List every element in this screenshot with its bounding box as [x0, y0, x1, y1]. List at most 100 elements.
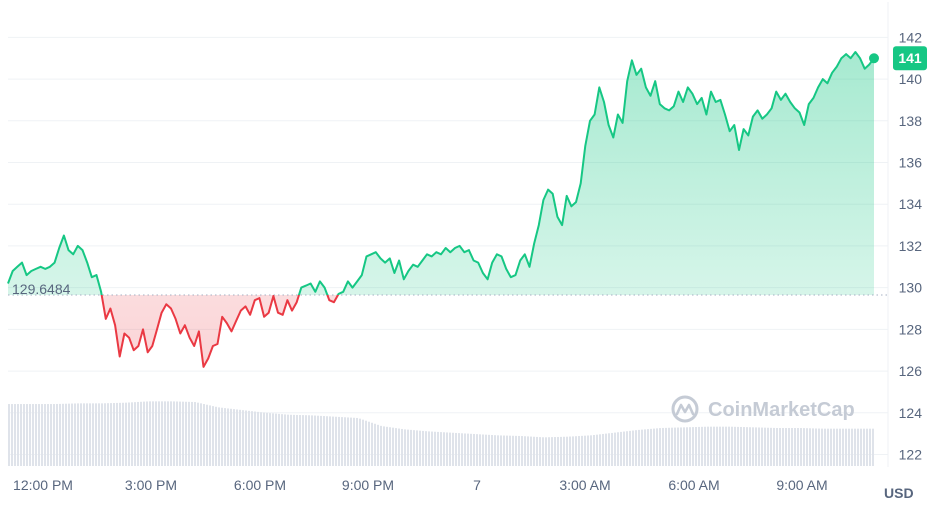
volume-bar	[785, 428, 787, 466]
volume-bar	[533, 436, 535, 466]
volume-bar	[638, 429, 640, 466]
volume-bar	[569, 436, 571, 466]
x-tick-label: 6:00 AM	[668, 477, 719, 493]
volume-bar	[245, 410, 247, 466]
volume-bar	[719, 426, 721, 466]
volume-bar	[179, 401, 181, 466]
volume-bar	[503, 435, 505, 466]
volume-bar	[125, 402, 127, 466]
volume-bar	[74, 403, 76, 466]
current-price-label: 141	[898, 50, 922, 66]
volume-bar	[779, 428, 781, 466]
volume-bar	[851, 428, 853, 466]
volume-bar	[29, 404, 31, 466]
volume-bar	[632, 430, 634, 466]
volume-bar	[161, 401, 163, 466]
volume-bar	[653, 428, 655, 466]
volume-bar	[524, 436, 526, 466]
volume-bar	[464, 433, 466, 466]
x-tick-label: 3:00 AM	[559, 477, 610, 493]
volume-bar	[302, 415, 304, 466]
volume-bar	[347, 417, 349, 466]
volume-bar	[659, 428, 661, 466]
volume-bar	[86, 403, 88, 466]
volume-bar	[809, 428, 811, 466]
volume-bar	[83, 403, 85, 466]
volume-bar	[185, 401, 187, 466]
volume-bar	[461, 433, 463, 466]
volume-bar	[794, 428, 796, 466]
volume-bar	[758, 427, 760, 466]
volume-bar	[512, 435, 514, 466]
x-tick-label: 7	[473, 477, 481, 493]
volume-bar	[764, 427, 766, 466]
volume-bar	[413, 430, 415, 466]
volume-bar	[98, 403, 100, 466]
volume-bar	[176, 401, 178, 466]
volume-bar	[248, 410, 250, 466]
volume-bar	[746, 427, 748, 466]
volume-bar	[470, 433, 472, 466]
volume-bar	[170, 401, 172, 466]
volume-bar	[308, 415, 310, 466]
volume-bar	[260, 412, 262, 466]
volume-bar	[314, 415, 316, 466]
volume-bar	[695, 427, 697, 466]
volume-bar	[596, 434, 598, 466]
volume-bar	[848, 428, 850, 466]
volume-bar	[53, 404, 55, 466]
volume-bar	[95, 403, 97, 466]
volume-bar	[77, 403, 79, 466]
volume-bar	[545, 437, 547, 466]
volume-bar	[617, 432, 619, 466]
volume-bar	[788, 428, 790, 466]
volume-bar	[155, 401, 157, 466]
volume-bar	[830, 428, 832, 466]
volume-bar	[626, 431, 628, 466]
volume-bar	[824, 428, 826, 466]
volume-bar	[254, 411, 256, 466]
volume-bar	[89, 403, 91, 466]
volume-bar	[542, 437, 544, 466]
volume-bar	[311, 415, 313, 466]
volume-bar	[833, 428, 835, 466]
volume-bar	[374, 423, 376, 466]
volume-bar	[671, 427, 673, 466]
volume-bar	[326, 416, 328, 466]
volume-bar	[650, 428, 652, 466]
y-tick-label: 130	[899, 280, 923, 296]
volume-bar	[482, 434, 484, 466]
volume-bar	[110, 403, 112, 466]
volume-bar	[359, 418, 361, 466]
volume-bar	[353, 417, 355, 466]
volume-bar	[686, 427, 688, 466]
volume-bar	[134, 402, 136, 466]
volume-bar	[590, 435, 592, 466]
volume-bar	[497, 435, 499, 466]
volume-bar	[467, 433, 469, 466]
volume-bar	[227, 408, 229, 466]
volume-bar	[332, 416, 334, 466]
volume-bar	[860, 428, 862, 466]
volume-bar	[206, 404, 208, 466]
volume-bar	[791, 428, 793, 466]
volume-bar	[485, 434, 487, 466]
volume-bar	[593, 435, 595, 466]
volume-bar	[863, 428, 865, 466]
volume-bars	[8, 401, 874, 466]
volume-bar	[845, 428, 847, 466]
volume-bar	[518, 435, 520, 466]
volume-bar	[428, 431, 430, 466]
price-line-down	[100, 294, 340, 368]
volume-bar	[188, 401, 190, 466]
current-price-dot	[869, 53, 879, 64]
volume-bar	[140, 401, 142, 466]
volume-bar	[47, 404, 49, 466]
volume-bar	[749, 427, 751, 466]
y-tick-label: 138	[899, 113, 923, 129]
volume-bar	[701, 426, 703, 466]
volume-bar	[290, 414, 292, 466]
volume-bar	[449, 432, 451, 466]
